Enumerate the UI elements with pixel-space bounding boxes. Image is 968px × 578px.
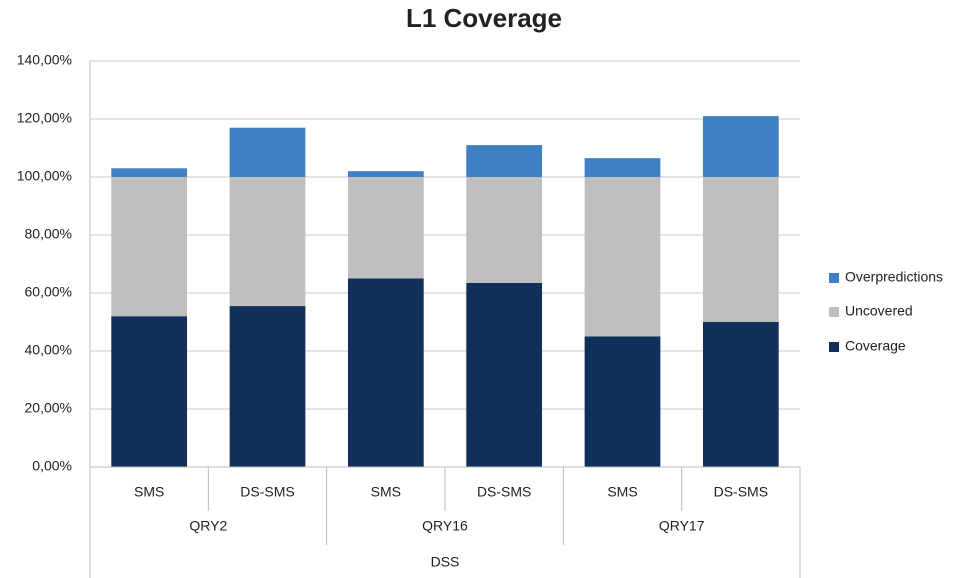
- group-label: QRY16: [422, 518, 468, 534]
- bar-segment: [702, 322, 779, 467]
- bar-segment: [111, 168, 188, 177]
- y-tick-label: 60,00%: [25, 284, 72, 300]
- x-tick-label: SMS: [607, 484, 637, 500]
- y-tick-label: 140,00%: [17, 52, 72, 68]
- legend-label: Uncovered: [845, 303, 913, 319]
- bar-segment: [584, 158, 661, 177]
- y-tick-label: 120,00%: [17, 110, 72, 126]
- group-label: QRY17: [659, 518, 705, 534]
- bar-segment: [229, 306, 306, 467]
- supergroup-label: DSS: [431, 554, 460, 570]
- chart-title: L1 Coverage: [406, 3, 562, 33]
- legend-swatch: [829, 307, 839, 317]
- x-tick-label: DS-SMS: [477, 484, 531, 500]
- x-tick-label: SMS: [371, 484, 401, 500]
- bar-segment: [347, 171, 424, 177]
- bar-segment: [702, 116, 779, 177]
- bar-segment: [347, 278, 424, 467]
- bar-segment: [466, 282, 543, 467]
- bar-segment: [466, 145, 543, 177]
- bar-segment: [702, 177, 779, 322]
- y-tick-label: 40,00%: [25, 342, 72, 358]
- group-label: QRY2: [189, 518, 227, 534]
- bar-segment: [584, 177, 661, 337]
- legend-label: Coverage: [845, 338, 906, 354]
- y-tick-label: 100,00%: [17, 168, 72, 184]
- x-tick-label: DS-SMS: [714, 484, 768, 500]
- bar-segment: [229, 127, 306, 177]
- y-tick-label: 0,00%: [32, 458, 72, 474]
- y-tick-label: 80,00%: [25, 226, 72, 242]
- bar-segment: [111, 177, 188, 317]
- bar-segment: [229, 177, 306, 307]
- legend-label: Overpredictions: [845, 269, 943, 285]
- bar-segment: [111, 316, 188, 467]
- bar-segment: [584, 336, 661, 467]
- y-tick-label: 20,00%: [25, 400, 72, 416]
- legend-swatch: [829, 342, 839, 352]
- x-tick-label: DS-SMS: [240, 484, 294, 500]
- bar-segment: [347, 177, 424, 279]
- x-tick-label: SMS: [134, 484, 164, 500]
- bar-segment: [466, 177, 543, 283]
- legend-swatch: [829, 273, 839, 283]
